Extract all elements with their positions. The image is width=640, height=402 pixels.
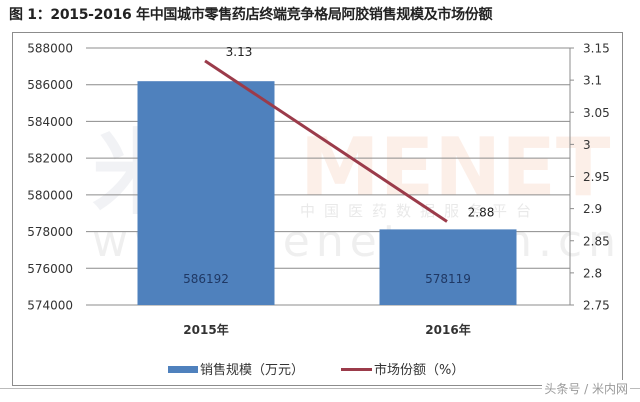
right-axis-tick: 2.95 <box>583 170 610 184</box>
left-axis-tick: 588000 <box>27 42 73 56</box>
left-axis-tick: 584000 <box>27 115 73 129</box>
left-axis-tick: 582000 <box>27 152 73 166</box>
right-axis-tick: 2.85 <box>583 234 610 248</box>
line-data-label: 2.88 <box>468 205 495 219</box>
legend-line-label: 市场份额（%） <box>374 362 464 378</box>
left-axis-tick: 578000 <box>27 225 73 239</box>
left-axis-tick: 574000 <box>27 299 73 313</box>
line-data-label: 3.13 <box>226 45 253 59</box>
watermark-logo-text: MENET <box>300 121 611 214</box>
left-axis-tick: 576000 <box>27 262 73 276</box>
watermark-subtitle: 中国医药数据服务平台 <box>300 202 540 220</box>
bar <box>379 229 517 305</box>
legend: 销售规模（万元） 市场份额（%） <box>168 362 464 378</box>
bottom-rule <box>0 388 640 389</box>
left-axis-tick: 586000 <box>27 78 73 92</box>
left-axis: 588000 586000 584000 582000 580000 578000 5760… <box>27 42 73 313</box>
line-series: 3.13 2.88 <box>204 45 495 223</box>
right-axis: 3.15 3.1 3.05 3 2.95 2.9 2.85 2.8 2.75 <box>569 42 610 313</box>
x-axis-category: 2015年 <box>183 322 228 337</box>
right-axis-tick: 3 <box>583 138 591 152</box>
x-axis: 2015年 2016年 <box>183 322 470 337</box>
right-axis-tick: 3.1 <box>583 74 602 88</box>
left-axis-tick: 580000 <box>27 188 73 202</box>
bar-series: 586192 578119 <box>137 81 517 305</box>
bar-data-label: 586192 <box>183 272 229 286</box>
right-axis-tick: 2.8 <box>583 266 602 280</box>
bar <box>137 81 275 305</box>
chart-frame <box>12 32 623 386</box>
chart-title: 图 1：2015-2016 年中国城市零售药店终端竞争格局阿胶销售规模及市场份额 <box>9 7 493 23</box>
legend-bar-label: 销售规模（万元） <box>200 362 304 378</box>
legend-bar-swatch <box>168 366 198 373</box>
market-share-line <box>204 59 448 223</box>
right-axis-tick: 3.15 <box>583 42 610 56</box>
right-axis-tick: 2.75 <box>583 299 610 313</box>
bar-data-label: 578119 <box>425 272 471 286</box>
x-axis-category: 2016年 <box>425 322 470 337</box>
right-axis-tick: 2.9 <box>583 202 602 216</box>
source-credit: 头条号 / 米内网 <box>542 380 630 397</box>
right-axis-tick: 3.05 <box>583 106 610 120</box>
